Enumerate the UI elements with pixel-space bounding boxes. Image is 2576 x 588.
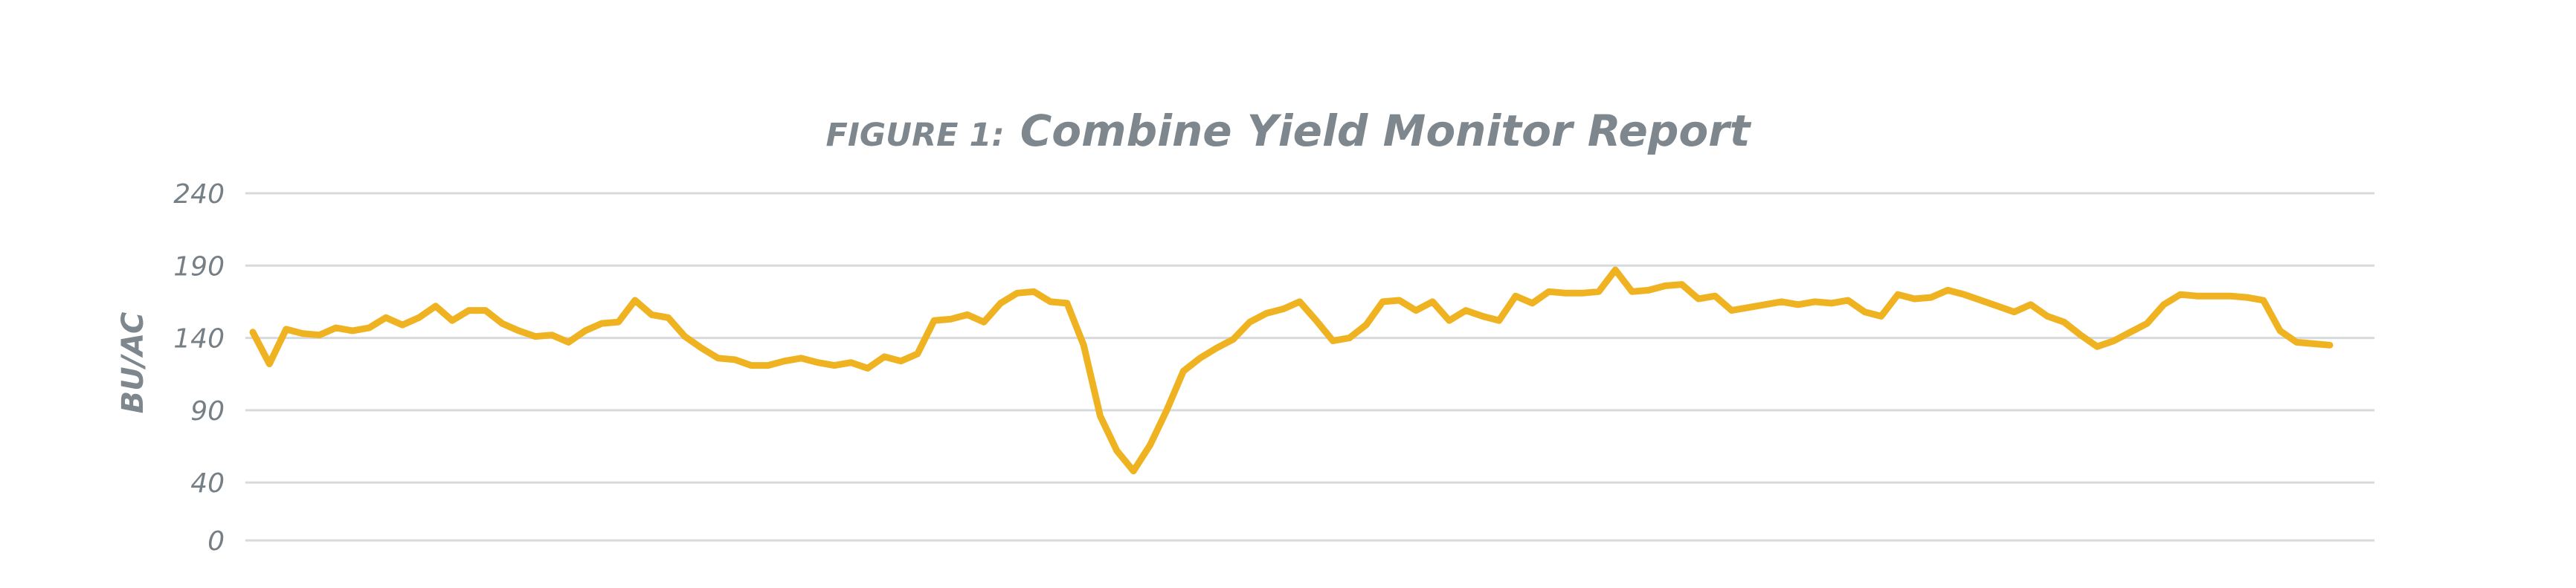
chart-title-prefix: FIGURE 1: — [825, 117, 1004, 154]
y-tick-labels: 0 40 90 140 190 240 — [173, 179, 225, 557]
series-group — [249, 266, 2334, 475]
y-tick-label-240: 240 — [173, 179, 225, 210]
y-tick-label-0: 0 — [207, 526, 225, 557]
grid-lines — [245, 192, 2374, 542]
chart-title-main: Combine Yield Monitor Report — [1020, 106, 1752, 156]
y-axis-label: BU/AC — [116, 312, 150, 414]
y-tick-label-140: 140 — [173, 324, 225, 355]
chart-title: FIGURE 1: Combine Yield Monitor Report — [825, 106, 1751, 156]
y-tick-label-90: 90 — [190, 396, 225, 427]
series-line-0 — [249, 266, 2334, 475]
y-tick-label-190: 190 — [173, 251, 225, 282]
y-tick-label-40: 40 — [190, 468, 225, 499]
